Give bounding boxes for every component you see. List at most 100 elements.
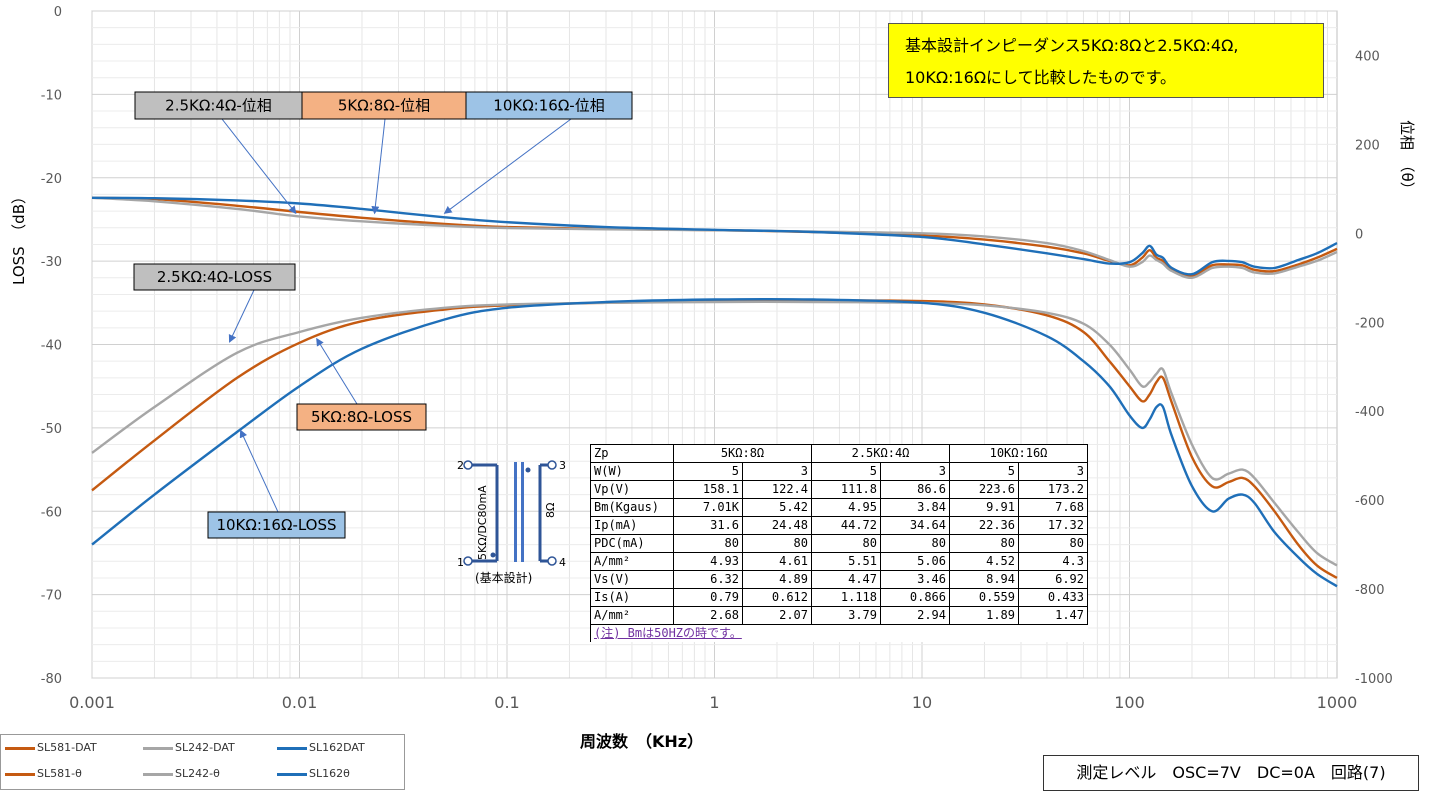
table-cell: 173.2 [1018, 480, 1088, 499]
y2-tick-label: -400 [1355, 405, 1385, 420]
table-header-cell: 5KΩ:8Ω [673, 444, 812, 463]
table-cell: 3.84 [880, 498, 950, 517]
annotation-label: 10KΩ:16Ω-LOSS [216, 516, 336, 534]
table-cell: 17.32 [1018, 516, 1088, 535]
transformer-core [521, 462, 524, 562]
table-cell: 6.92 [1018, 570, 1088, 589]
table-header-row: Zp 5KΩ:8Ω 2.5KΩ:4Ω 10KΩ:16Ω [590, 444, 1088, 463]
table-cell: 86.6 [880, 480, 950, 499]
table-cell: 122.4 [742, 480, 812, 499]
transformer-core [514, 462, 517, 562]
annotation-arrow [371, 118, 386, 215]
pin-2-label: 2 [457, 459, 464, 472]
table-cell: 2.07 [742, 606, 812, 625]
x-axis-ticks: 0.001 0.01 0.1 1 10 100 1000 [69, 693, 1357, 712]
legend-item: SL162DAT [277, 739, 365, 757]
table-row-label: Vs(V) [590, 570, 674, 589]
y-tick-label: -40 [41, 339, 62, 354]
pin-2-terminal [463, 460, 473, 470]
table-cell: 4.95 [811, 498, 881, 517]
spec-table: Zp 5KΩ:8Ω 2.5KΩ:4Ω 10KΩ:16Ω W(W) 5 3 5 3 5 3 Vp(V) 1… [590, 444, 1088, 642]
note-line-2: 10KΩ:16Ωにして比較したものです。 [905, 68, 1176, 87]
legend-item: SL581-DAT [5, 739, 97, 757]
table-footnote-row: (注) Bmは50HZの時です。 [590, 624, 1088, 643]
y-tick-label: -80 [41, 672, 62, 687]
table-cell: 80 [880, 534, 950, 553]
annotation-box [134, 91, 303, 120]
table-row: PDC(mA) 80 80 80 80 80 80 [590, 534, 1088, 553]
x-tick-label: 0.1 [494, 693, 519, 712]
table-footnote: (注) Bmは50HZの時です。 [590, 624, 881, 642]
table-row-label: Vp(V) [590, 480, 674, 499]
series-line-SL162DAT [91, 297, 1338, 588]
table-row-label: Bm(Kgaus) [590, 498, 674, 517]
table-cell: 5 [673, 462, 743, 481]
table-row: Is(A) 0.79 0.612 1.118 0.866 0.559 0.433 [590, 588, 1088, 607]
table-header-cell: Zp [590, 444, 674, 463]
annotation-arrow [316, 337, 358, 405]
legend-item: SL242-θ [143, 765, 220, 783]
annotation-label: 5KΩ:8Ω-LOSS [311, 408, 412, 426]
legend-label: SL162DAT [309, 741, 365, 754]
pin-3-label: 3 [559, 459, 566, 472]
legend-label: SL242-θ [175, 767, 220, 780]
table-row: Vs(V) 6.32 4.89 4.47 3.46 8.94 6.92 [590, 570, 1088, 589]
table-footnote-spacer [881, 625, 1088, 643]
y-axis-label: LOSS （dB） [10, 189, 28, 285]
y-tick-label: -30 [41, 255, 62, 270]
table-cell: 8.94 [949, 570, 1019, 589]
table-row: Ip(mA) 31.6 24.48 44.72 34.64 22.36 17.32 [590, 516, 1088, 535]
y-tick-label: -70 [41, 589, 62, 604]
annotation-arrow [228, 289, 255, 343]
annotation-box [296, 403, 427, 431]
annotation-label: 10KΩ:16Ω-位相 [493, 97, 604, 115]
legend-swatch [143, 746, 173, 750]
table-cell: 4.52 [949, 552, 1019, 571]
pin-1-label: 1 [457, 556, 464, 569]
annotation-label: 2.5KΩ:4Ω-LOSS [157, 268, 272, 286]
annotation-box [301, 91, 467, 120]
legend-item: SL162θ [277, 765, 350, 783]
polarity-dot-primary [490, 552, 496, 558]
x-tick-label: 1000 [1317, 693, 1358, 712]
table-cell: 1.89 [949, 606, 1019, 625]
pin-1-terminal [463, 556, 473, 566]
legend-label: SL581-θ [37, 767, 82, 780]
table-cell: 7.01K [673, 498, 743, 517]
polarity-dot-secondary [525, 467, 531, 473]
table-row: A/mm² 2.68 2.07 3.79 2.94 1.89 1.47 [590, 606, 1088, 625]
legend-item: SL242-DAT [143, 739, 235, 757]
annotation-box [465, 91, 633, 120]
table-cell: 80 [1018, 534, 1088, 553]
table-cell: 0.559 [949, 588, 1019, 607]
y2-tick-label: 200 [1355, 138, 1380, 153]
table-cell: 31.6 [673, 516, 743, 535]
y-tick-label: -50 [41, 422, 62, 437]
pin-4-label: 4 [559, 556, 566, 569]
table-cell: 3 [742, 462, 812, 481]
legend-label: SL581-DAT [37, 741, 97, 754]
y2-tick-label: -200 [1355, 316, 1385, 331]
table-cell: 3.79 [811, 606, 881, 625]
y2-tick-label: -1000 [1355, 672, 1393, 687]
table-cell: 0.433 [1018, 588, 1088, 607]
table-cell: 111.8 [811, 480, 881, 499]
table-row: A/mm² 4.93 4.61 5.51 5.06 4.52 4.3 [590, 552, 1088, 571]
right-axis-ticks: 400 200 0 -200 -400 -600 -800 -1000 [1355, 49, 1393, 687]
table-cell: 4.47 [811, 570, 881, 589]
legend-swatch [5, 772, 35, 776]
table-cell: 22.36 [949, 516, 1019, 535]
x-tick-label: 100 [1114, 693, 1145, 712]
table-cell: 3 [1018, 462, 1088, 481]
pin-3-terminal [547, 460, 557, 470]
y2-tick-label: 0 [1355, 227, 1363, 242]
series-line-SL581-DAT [91, 299, 1338, 579]
legend-swatch [5, 746, 35, 750]
legend-swatch [143, 772, 173, 776]
table-cell: 34.64 [880, 516, 950, 535]
series-line-SL242-DAT [91, 300, 1338, 567]
table-cell: 5.42 [742, 498, 812, 517]
x-axis-label: 周波数 （KHz） [580, 732, 703, 751]
annotation-arrow [239, 429, 279, 513]
